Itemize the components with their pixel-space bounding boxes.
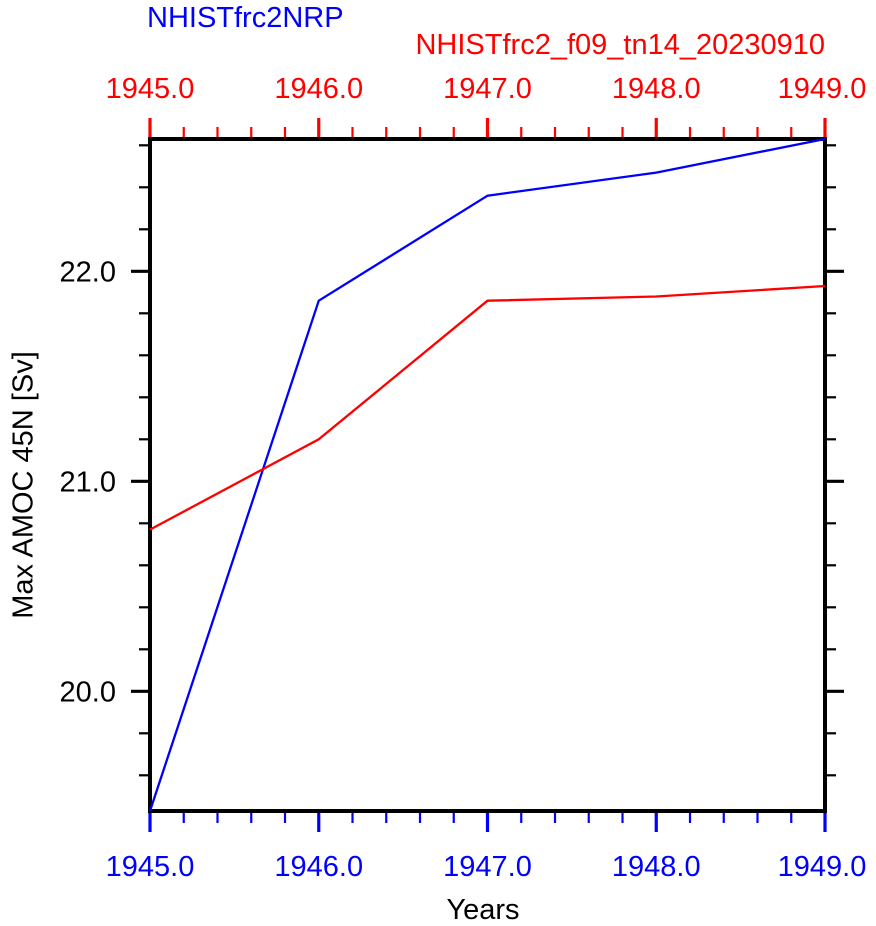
x-tick-label-bottom: 1946.0 (274, 851, 363, 883)
series-line-red (149, 284, 826, 531)
y-tick-label: 22.0 (60, 256, 116, 288)
x-tick-label-top: 1947.0 (443, 73, 532, 105)
x-tick-label-top: 1948.0 (612, 73, 701, 105)
x-tick-label-top: 1945.0 (106, 73, 195, 105)
y-tick-label: 21.0 (60, 466, 116, 498)
x-axis-title: Years (446, 894, 520, 926)
series-title-red: NHISTfrc2_f09_tn14_20230910 (415, 29, 825, 61)
x-tick-label-top: 1946.0 (274, 73, 363, 105)
x-tick-label-bottom: 1948.0 (612, 851, 701, 883)
y-axis-title: Max AMOC 45N [Sv] (7, 351, 40, 619)
series-line-blue (148, 137, 826, 812)
x-tick-label-bottom: 1945.0 (106, 851, 195, 883)
x-tick-label-bottom: 1947.0 (443, 851, 532, 883)
x-tick-label-bottom: 1949.0 (778, 851, 867, 883)
y-tick-label: 20.0 (60, 676, 116, 708)
plot-frame (148, 137, 827, 813)
x-tick-label-top: 1949.0 (778, 73, 867, 105)
series-title-blue: NHISTfrc2NRP (147, 2, 344, 34)
